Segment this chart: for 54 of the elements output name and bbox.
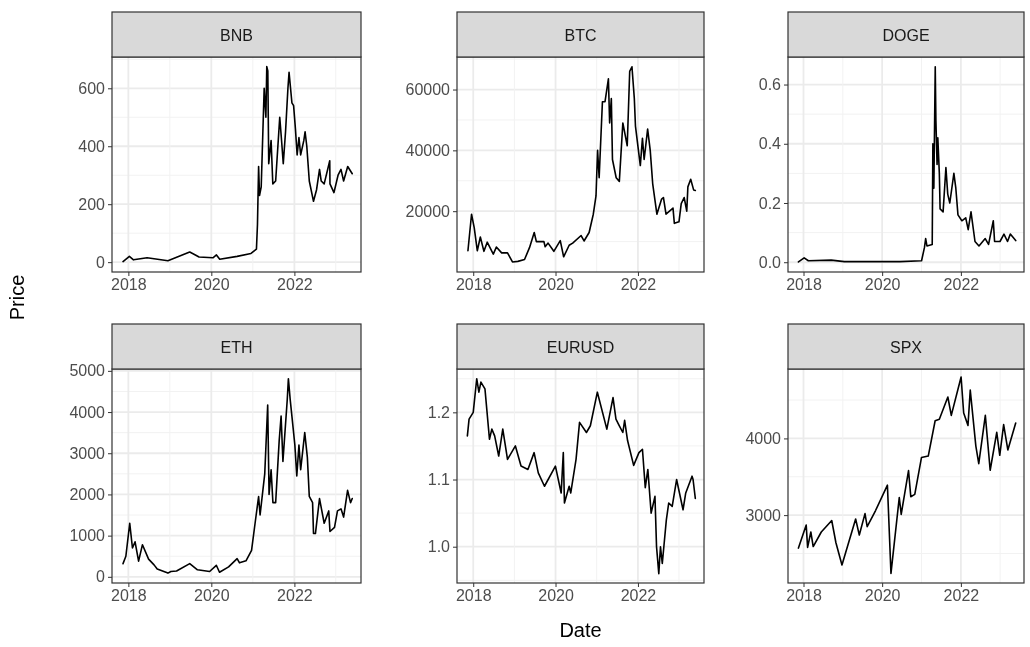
x-tick-label: 2018 — [111, 587, 147, 605]
y-tick-label: 1.2 — [427, 403, 451, 421]
x-tick-label: 2020 — [864, 276, 901, 294]
x-tick-label: 2020 — [194, 587, 230, 605]
y-tick-label: 0.2 — [758, 194, 782, 212]
line-series — [122, 377, 354, 574]
chart-title: SPX — [889, 338, 923, 356]
line-series — [467, 65, 697, 263]
y-tick-label: 0.4 — [758, 135, 782, 153]
x-tick-label: 2018 — [455, 587, 492, 605]
x-tick-label: 2018 — [111, 276, 147, 294]
line-series — [797, 65, 1017, 263]
x-tick-label: 2020 — [538, 276, 574, 294]
chart-title: BTC — [564, 26, 597, 44]
y-tick-label: 3000 — [69, 444, 106, 462]
y-tick-label: 0 — [96, 568, 106, 586]
y-tick-label: 0.6 — [758, 76, 782, 94]
chart-title: ETH — [220, 338, 253, 356]
y-tick-label: 4000 — [745, 430, 782, 448]
y-tick-label: 0.0 — [758, 253, 782, 271]
chart-title: EURUSD — [546, 338, 615, 356]
y-tick-label: 4000 — [69, 403, 106, 421]
chart-title: BNB — [220, 26, 253, 44]
y-tick-label: 3000 — [745, 506, 782, 524]
y-tick-label: 2000 — [69, 486, 106, 504]
y-tick-label: 60000 — [405, 81, 451, 99]
x-tick-label: 2022 — [277, 276, 313, 294]
y-tick-label: 1.1 — [427, 471, 451, 489]
x-tick-label: 2022 — [943, 276, 980, 294]
x-tick-label: 2020 — [194, 276, 230, 294]
x-axis-title: Date — [559, 619, 602, 641]
chart-title: DOGE — [882, 26, 930, 44]
y-tick-label: 200 — [78, 195, 106, 213]
line-series — [122, 65, 354, 263]
x-tick-label: 2018 — [455, 276, 492, 294]
x-tick-label: 2022 — [620, 276, 657, 294]
y-tick-label: 1.0 — [427, 538, 451, 556]
y-tick-label: 600 — [78, 79, 106, 97]
x-tick-label: 2020 — [864, 587, 901, 605]
x-tick-label: 2022 — [943, 587, 980, 605]
x-tick-label: 2020 — [538, 587, 574, 605]
y-axis-title: Price — [6, 274, 28, 321]
x-tick-label: 2018 — [786, 276, 822, 294]
y-tick-label: 40000 — [405, 141, 451, 159]
x-tick-label: 2022 — [620, 587, 657, 605]
line-series — [466, 377, 697, 575]
x-tick-label: 2022 — [277, 587, 313, 605]
y-tick-label: 1000 — [69, 527, 106, 545]
y-tick-label: 5000 — [69, 362, 106, 380]
x-tick-label: 2018 — [786, 587, 822, 605]
y-tick-label: 0 — [96, 253, 106, 271]
y-tick-label: 400 — [78, 137, 106, 155]
y-tick-label: 20000 — [405, 202, 451, 220]
line-series — [797, 376, 1017, 575]
